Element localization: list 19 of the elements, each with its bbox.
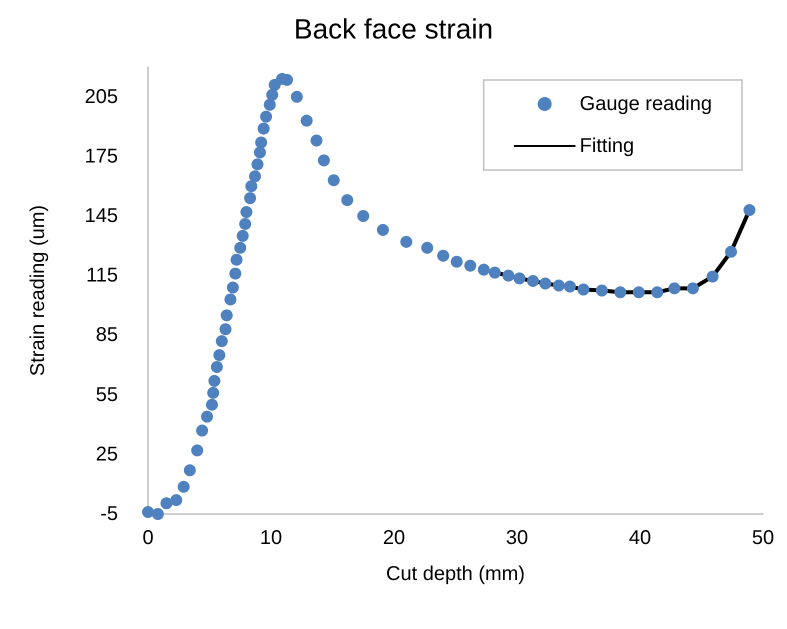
chart-title: Back face strain: [294, 14, 494, 44]
legend-label: Fitting: [580, 135, 634, 157]
y-tick-label: 55: [96, 384, 118, 406]
y-tick-label: 205: [84, 86, 118, 108]
x-tick-label: 10: [260, 527, 282, 549]
x-axis-title: Cut depth (mm): [386, 563, 525, 585]
x-tick-label: 20: [382, 527, 406, 549]
y-tick-label: 115: [86, 264, 118, 287]
y-axis-title: Strain reading (um): [27, 204, 49, 376]
y-tick-label: 145: [84, 205, 118, 227]
x-tick-label: 0: [142, 527, 154, 549]
legend-label: Gauge reading: [580, 93, 712, 115]
y-tick-label: 175: [84, 145, 118, 168]
y-tick-label: 85: [96, 324, 118, 346]
x-tick-label: 40: [628, 527, 652, 549]
y-tick-label: 25: [96, 443, 118, 466]
y-tick-label: -5: [100, 503, 118, 525]
x-tick-label: 30: [506, 527, 528, 549]
x-tick-label: 50: [752, 527, 774, 549]
